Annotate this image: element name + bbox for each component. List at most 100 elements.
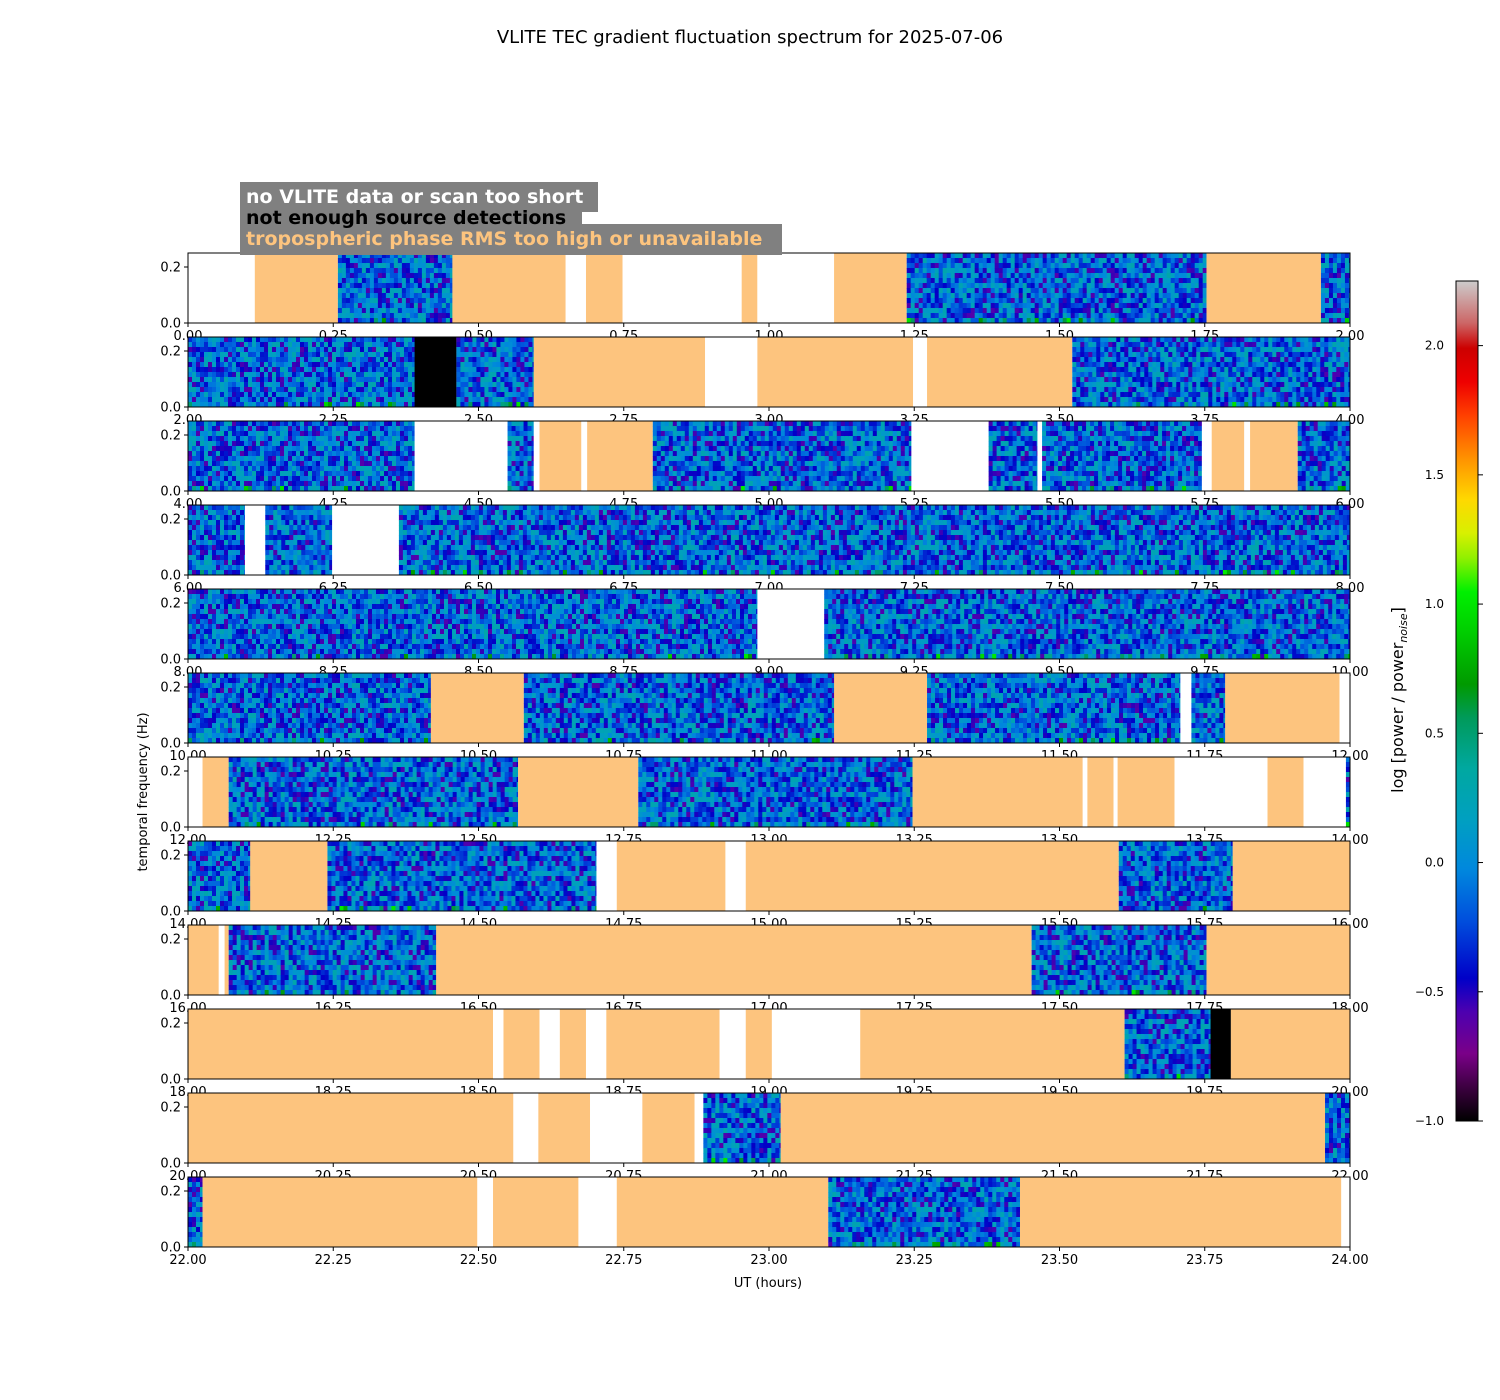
spectrum-cell xyxy=(979,313,983,318)
spectrum-cell xyxy=(927,298,931,303)
spectrum-cell xyxy=(192,392,196,397)
spectrum-cell xyxy=(931,303,935,308)
spectrum-cell xyxy=(1011,278,1015,283)
spectrum-cell xyxy=(1027,313,1031,318)
spectrum-cell xyxy=(268,362,272,367)
spectrum-cell xyxy=(1119,298,1123,303)
spectrum-cell xyxy=(979,293,983,298)
spectrum-cell xyxy=(256,372,260,377)
spectrum-cell xyxy=(1015,268,1019,273)
spectrum-cell xyxy=(402,278,406,283)
spectrum-cell xyxy=(406,273,410,278)
spectrum-cell xyxy=(1131,268,1135,273)
spectrum-cell xyxy=(196,347,200,352)
spectrum-cell xyxy=(342,293,346,298)
spectrum-cell xyxy=(1131,313,1135,318)
spectrum-cell xyxy=(915,293,919,298)
spectrum-cell xyxy=(276,347,280,352)
spectrum-cell xyxy=(232,392,236,397)
spectrum-cell xyxy=(1031,293,1035,298)
spectrum-cell xyxy=(975,303,979,308)
spectrum-cell xyxy=(232,367,236,372)
spectrum-cell xyxy=(232,342,236,347)
spectrum-cell xyxy=(438,283,442,288)
spectrum-cell xyxy=(374,258,378,263)
spectrum-cell xyxy=(1325,288,1329,293)
spectrum-cell xyxy=(943,263,947,268)
spectrum-cell xyxy=(1003,258,1007,263)
spectrum-cell xyxy=(1171,288,1175,293)
spectrum-cell xyxy=(1147,273,1151,278)
spectrum-cell xyxy=(196,377,200,382)
spectrum-cell xyxy=(402,263,406,268)
spectrum-cell xyxy=(1031,303,1035,308)
spectrum-cell xyxy=(955,303,959,308)
spectrum-cell xyxy=(979,253,983,258)
spectrum-cell xyxy=(971,273,975,278)
spectrum-cell xyxy=(1163,308,1167,313)
spectrum-cell xyxy=(244,372,248,377)
spectrum-cell xyxy=(1007,298,1011,303)
spectrum-cell xyxy=(975,273,979,278)
spectrum-cell xyxy=(192,372,196,377)
spectrum-cell xyxy=(276,367,280,372)
spectrum-cell xyxy=(414,308,418,313)
spectrum-cell xyxy=(252,342,256,347)
spectrum-cell xyxy=(1199,288,1203,293)
spectrum-cell xyxy=(911,258,915,263)
spectrum-cell xyxy=(1039,278,1043,283)
spectrum-cell xyxy=(1123,298,1127,303)
spectrum-cell xyxy=(1103,263,1107,268)
spectrum-cell xyxy=(1341,253,1345,258)
spectrum-cell xyxy=(1167,288,1171,293)
spectrum-cell xyxy=(963,258,967,263)
spectrum-cell xyxy=(1015,283,1019,288)
spectrum-cell xyxy=(232,397,236,402)
spectrum-cell xyxy=(268,342,272,347)
spectrum-cell xyxy=(1345,268,1349,273)
spectrum-cell xyxy=(438,268,442,273)
spectrum-cell xyxy=(1127,283,1131,288)
spectrum-cell xyxy=(216,392,220,397)
spectrum-cell xyxy=(434,288,438,293)
spectrum-cell xyxy=(1095,283,1099,288)
spectrum-cell xyxy=(1115,293,1119,298)
spectrum-cell xyxy=(1187,293,1191,298)
spectrum-cell xyxy=(1321,293,1325,298)
spectrum-cell xyxy=(446,258,450,263)
spectrum-cell xyxy=(1135,313,1139,318)
spectrum-cell xyxy=(1027,253,1031,258)
spectrum-cell xyxy=(252,382,256,387)
spectrum-cell xyxy=(434,283,438,288)
spectrum-cell xyxy=(346,298,350,303)
spectrum-cell xyxy=(232,372,236,377)
spectrum-cell xyxy=(216,382,220,387)
spectrum-cell xyxy=(1075,308,1079,313)
spectrum-cell xyxy=(1051,298,1055,303)
spectrum-cell xyxy=(975,253,979,258)
spectrum-cell xyxy=(252,387,256,392)
spectrum-cell xyxy=(1079,258,1083,263)
spectrum-cell xyxy=(232,382,236,387)
spectrum-cell xyxy=(370,298,374,303)
spectrum-cell xyxy=(204,347,208,352)
spectrum-cell xyxy=(228,342,232,347)
spectrum-cell xyxy=(1055,258,1059,263)
spectrum-cell xyxy=(995,298,999,303)
spectrum-cell xyxy=(442,268,446,273)
spectrum-cell xyxy=(1039,308,1043,313)
spectrum-cell xyxy=(248,342,252,347)
spectrum-cell xyxy=(983,303,987,308)
spectrum-cell xyxy=(923,258,927,263)
spectrum-cell xyxy=(402,273,406,278)
spectrum-cell xyxy=(1159,313,1163,318)
spectrum-cell xyxy=(236,392,240,397)
spectrum-cell xyxy=(406,263,410,268)
spectrum-cell xyxy=(342,268,346,273)
spectrum-cell xyxy=(943,268,947,273)
spectrum-cell xyxy=(967,303,971,308)
spectrum-cell xyxy=(354,283,358,288)
spectrum-cell xyxy=(1047,303,1051,308)
spectrum-cell xyxy=(244,342,248,347)
spectrum-cell xyxy=(1075,268,1079,273)
